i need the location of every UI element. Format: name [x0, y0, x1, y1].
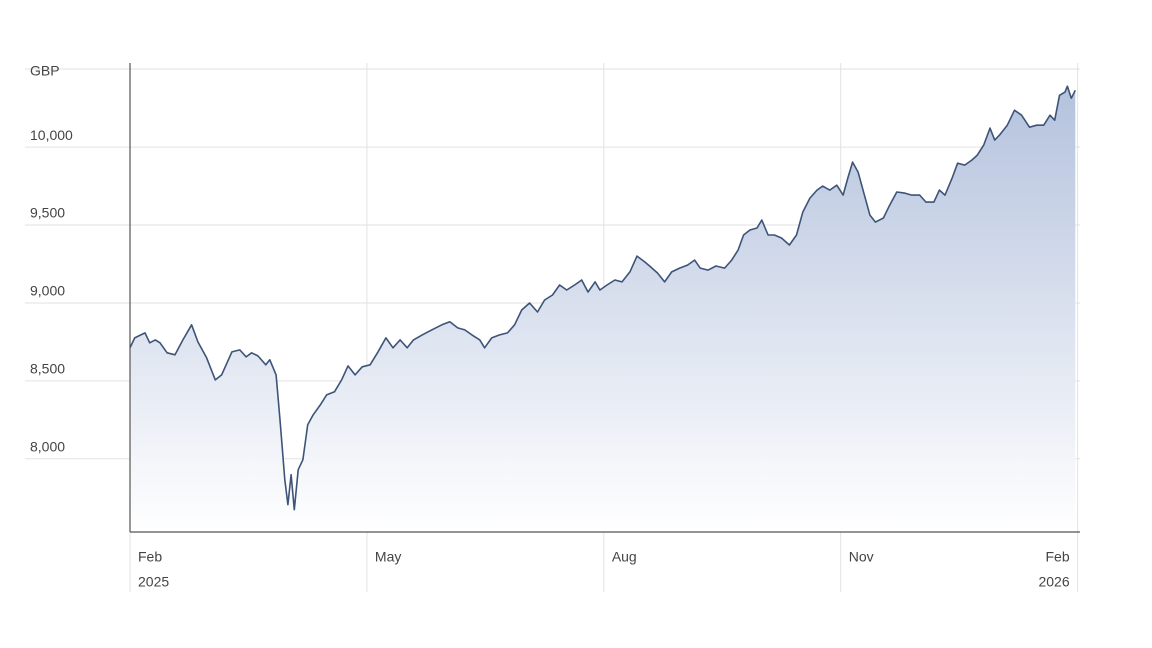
x-tick-label: May [375, 549, 401, 565]
x-tick-label: Nov [849, 549, 874, 565]
y-tick-label: 9,500 [30, 205, 65, 221]
y-tick-label: 10,000 [30, 127, 73, 143]
x-tick-label: Feb [1046, 549, 1070, 565]
x-tick-label: Feb [138, 549, 162, 565]
x-year-label: 2026 [1038, 574, 1069, 590]
y-tick-label: 8,000 [30, 438, 65, 454]
x-year-label: 2025 [138, 574, 169, 590]
price-line [129, 85, 1077, 511]
y-tick-label: 9,000 [30, 283, 65, 299]
area-fill [130, 86, 1076, 532]
x-tick-label: Aug [612, 549, 637, 565]
y-unit-label: GBP [30, 63, 60, 79]
y-tick-label: 8,500 [30, 361, 65, 377]
